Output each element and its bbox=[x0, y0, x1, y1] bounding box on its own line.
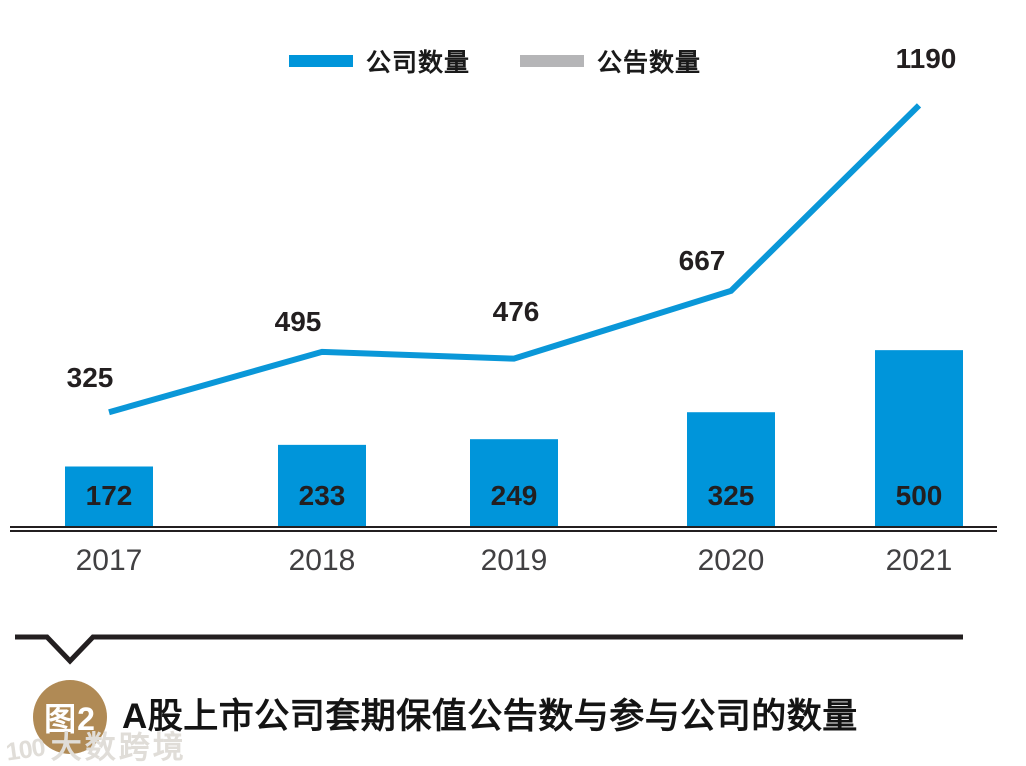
bar-value-label: 249 bbox=[490, 480, 538, 511]
legend-label-companies: 公司数量 bbox=[366, 49, 471, 77]
legend-item-announcements: 公告数量 bbox=[520, 45, 701, 77]
figure-badge-label: 图2 bbox=[44, 701, 96, 737]
x-axis-line bbox=[10, 530, 997, 532]
bar-2018 bbox=[278, 444, 366, 528]
legend-item-companies: 公司数量 bbox=[289, 45, 470, 77]
bar-2021 bbox=[875, 350, 963, 528]
x-axis-tick-label: 2017 bbox=[75, 544, 143, 577]
x-axis-tick-label: 2021 bbox=[885, 544, 953, 577]
line-announcements bbox=[108, 103, 922, 416]
bar-value-label: 325 bbox=[707, 480, 755, 511]
bar-value-label: 233 bbox=[298, 480, 346, 511]
figure-badge: 图2 bbox=[33, 680, 107, 754]
x-axis-tick-label: 2020 bbox=[697, 544, 765, 577]
line-value-label: 495 bbox=[274, 305, 322, 337]
line-value-label: 1190 bbox=[895, 43, 957, 75]
legend-swatch-companies bbox=[289, 55, 353, 67]
legend-label-announcements: 公告数量 bbox=[597, 49, 702, 77]
line-value-label: 667 bbox=[678, 244, 726, 276]
line-value-label: 325 bbox=[66, 362, 114, 394]
watermark: 100 大数跨境 bbox=[4, 722, 187, 766]
x-axis-tick-label: 2019 bbox=[480, 544, 548, 577]
bar-2020 bbox=[687, 412, 775, 528]
x-axis-tick-label: 2018 bbox=[288, 544, 356, 577]
bar-2019 bbox=[470, 439, 558, 528]
figure-title: A股上市公司套期保值公告数与参与公司的数量 bbox=[122, 697, 858, 736]
bar-value-label: 172 bbox=[85, 480, 133, 511]
watermark-logo: 100 bbox=[4, 733, 47, 766]
bar-2017 bbox=[65, 466, 153, 528]
watermark-text: 大数跨境 bbox=[50, 730, 187, 765]
legend-swatch-announcements bbox=[520, 55, 584, 67]
x-axis-line bbox=[10, 526, 997, 528]
line-value-label: 476 bbox=[492, 295, 540, 327]
bracket-line bbox=[15, 634, 963, 665]
bar-value-label: 500 bbox=[895, 480, 943, 511]
